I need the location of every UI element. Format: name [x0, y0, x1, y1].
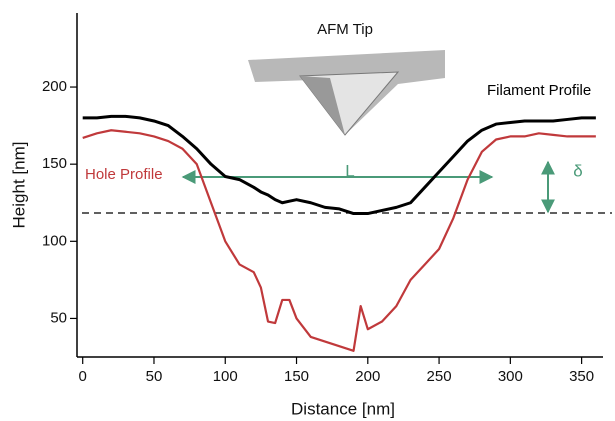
depth-label: δ — [573, 161, 582, 180]
x-tick-label: 100 — [213, 368, 238, 385]
x-tick-label: 250 — [427, 368, 452, 385]
x-tick-label: 350 — [569, 368, 594, 385]
y-tick-label: 50 — [50, 309, 67, 326]
x-tick-label: 0 — [79, 368, 87, 385]
series-line — [82, 114, 596, 216]
afm-tip-image — [248, 50, 445, 136]
x-tick-label: 150 — [284, 368, 309, 385]
y-tick-label: 200 — [42, 78, 67, 95]
tip-label: AFM Tip — [317, 21, 373, 38]
length-label: L — [345, 161, 354, 180]
x-axis-label: Distance [nm] — [291, 399, 395, 418]
y-tick-label: 100 — [42, 232, 67, 249]
x-tick-label: 300 — [498, 368, 523, 385]
series-line — [82, 129, 596, 352]
y-tick-label: 150 — [42, 155, 67, 172]
x-tick-label: 200 — [355, 368, 380, 385]
y-axis-label: Height [nm] — [9, 142, 28, 229]
series-label: Hole Profile — [85, 166, 163, 183]
x-tick-label: 50 — [146, 368, 163, 385]
series-label: Filament Profile — [487, 82, 591, 99]
